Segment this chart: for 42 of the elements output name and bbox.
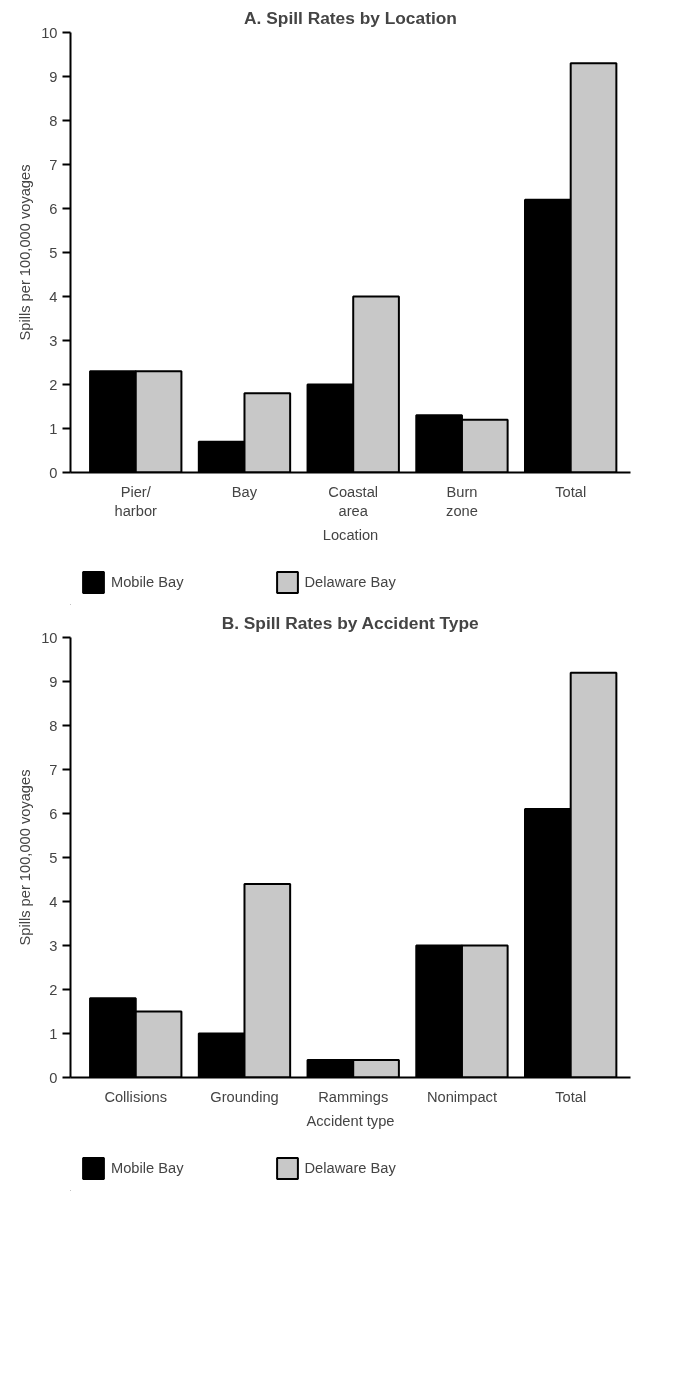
legend-label: Mobile Bay: [111, 574, 184, 590]
y-tick-label: 10: [41, 629, 58, 646]
y-tick-label: 3: [49, 332, 58, 349]
y-axis-title: Spills per 100,000 voyages: [17, 164, 34, 341]
x-tick-label: Coastal area: [328, 483, 379, 519]
x-axis-title: Location: [322, 526, 379, 543]
x-tick-label: Pier/ harbor: [114, 483, 158, 519]
legend-label: Delaware Bay: [304, 574, 396, 590]
y-tick-label: 4: [49, 288, 58, 305]
y-tick-label: 4: [49, 893, 58, 910]
y-tick-label: 3: [49, 937, 58, 954]
y-tick-label: 5: [49, 244, 58, 261]
y-tick-label: 9: [49, 673, 58, 690]
y-axis-title: Spills per 100,000 voyages: [17, 769, 34, 946]
y-tick-label: 9: [49, 68, 58, 85]
x-tick-label: Grounding: [210, 1088, 279, 1105]
y-tick-label: 2: [49, 981, 58, 998]
x-tick-label: Total: [555, 483, 587, 500]
y-tick-label: 7: [49, 156, 58, 173]
y-tick-label: 6: [49, 805, 58, 822]
x-tick-label: Total: [555, 1088, 587, 1105]
x-tick-label: Rammings: [318, 1088, 389, 1105]
chart-title: B. Spill Rates by Accident Type: [221, 612, 480, 633]
legend-label: Delaware Bay: [304, 1160, 396, 1176]
x-axis-title: Accident type: [306, 1112, 395, 1129]
y-tick-label: 0: [49, 1069, 58, 1086]
y-tick-label: 10: [41, 24, 58, 41]
x-tick-label: Nonimpact: [426, 1088, 497, 1105]
x-tick-label: Collisions: [104, 1088, 168, 1105]
y-tick-label: 6: [49, 200, 58, 217]
y-tick-label: 8: [49, 112, 58, 129]
x-tick-label: Bay: [231, 483, 258, 500]
y-tick-label: 2: [49, 376, 58, 393]
y-tick-label: 1: [49, 1025, 58, 1042]
x-tick-label: Burn zone: [446, 483, 478, 519]
y-tick-label: 5: [49, 849, 58, 866]
y-tick-label: 0: [49, 464, 58, 481]
y-tick-label: 1: [49, 420, 58, 437]
chart-title: A. Spill Rates by Location: [244, 7, 457, 28]
y-tick-label: 8: [49, 717, 58, 734]
legend-label: Mobile Bay: [111, 1160, 184, 1176]
y-tick-label: 7: [49, 761, 58, 778]
